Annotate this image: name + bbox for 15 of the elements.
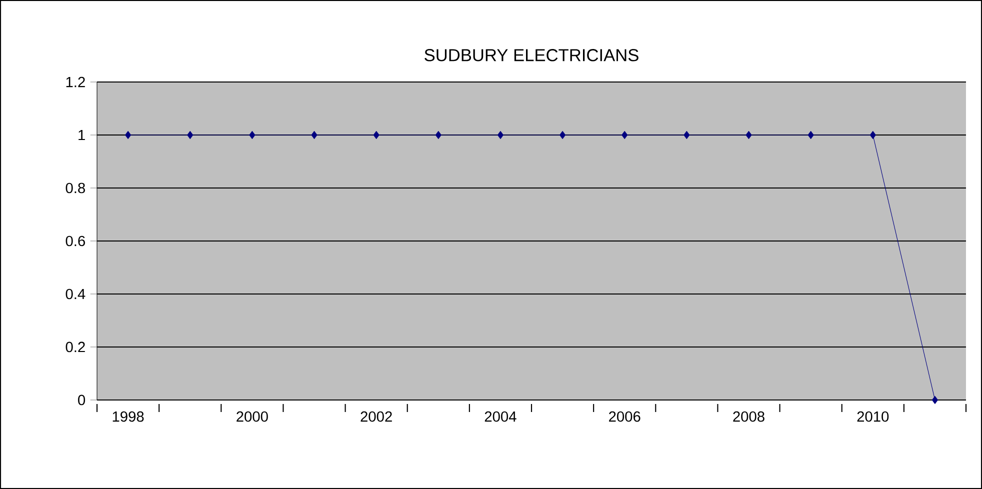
y-tick-label: 0.6 [66,236,85,246]
x-tick-label: 2000 [236,411,268,422]
y-tick-label: 0.8 [66,182,85,194]
y-tick-label: 0 [78,394,86,406]
x-tick-label: 2010 [857,411,889,422]
y-tick-label: 0.2 [66,342,85,352]
x-tick-label: 2008 [733,411,764,422]
x-tick-label: 2004 [484,411,516,422]
y-tick-label: 1 [78,130,85,140]
x-tick-label: 2002 [360,411,392,422]
y-tick-label: 0.4 [66,288,86,300]
x-tick-label: 2006 [609,411,640,422]
y-tick-label: 1.2 [66,76,85,88]
x-tick-label: 1998 [112,411,144,422]
chart-title: SUDBURY ELECTRICIANS [424,49,638,62]
